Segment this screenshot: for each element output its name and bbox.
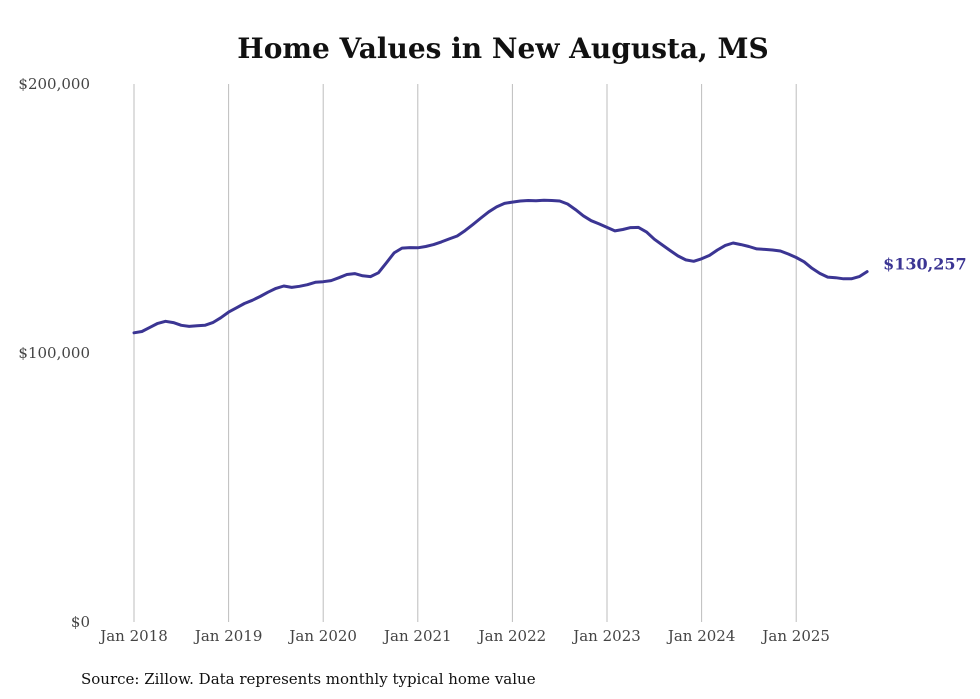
y-tick-label: $200,000 <box>18 75 90 93</box>
x-tick-label: Jan 2023 <box>571 627 641 645</box>
home-value-line <box>132 198 869 335</box>
x-tick-label: Jan 2021 <box>382 627 452 645</box>
y-tick-label: $100,000 <box>18 344 90 362</box>
x-tick-label: Jan 2019 <box>193 627 263 645</box>
x-tick-label: Jan 2020 <box>287 627 357 645</box>
x-tick-label: Jan 2024 <box>666 627 736 645</box>
latest-value-label: $130,257 <box>883 255 967 274</box>
chart-title: Home Values in New Augusta, MS <box>237 32 769 65</box>
x-tick-label: Jan 2022 <box>477 627 547 645</box>
gridlines <box>133 84 797 622</box>
source-note: Source: Zillow. Data represents monthly … <box>81 670 536 688</box>
y-tick-label: $0 <box>71 613 90 631</box>
x-tick-label: Jan 2025 <box>760 627 830 645</box>
y-axis-ticks: $0 $100,000 $200,000 <box>18 75 90 631</box>
x-tick-label: Jan 2018 <box>98 627 168 645</box>
x-axis-ticks: Jan 2018 Jan 2019 Jan 2020 Jan 2021 Jan 2022… <box>98 627 830 645</box>
